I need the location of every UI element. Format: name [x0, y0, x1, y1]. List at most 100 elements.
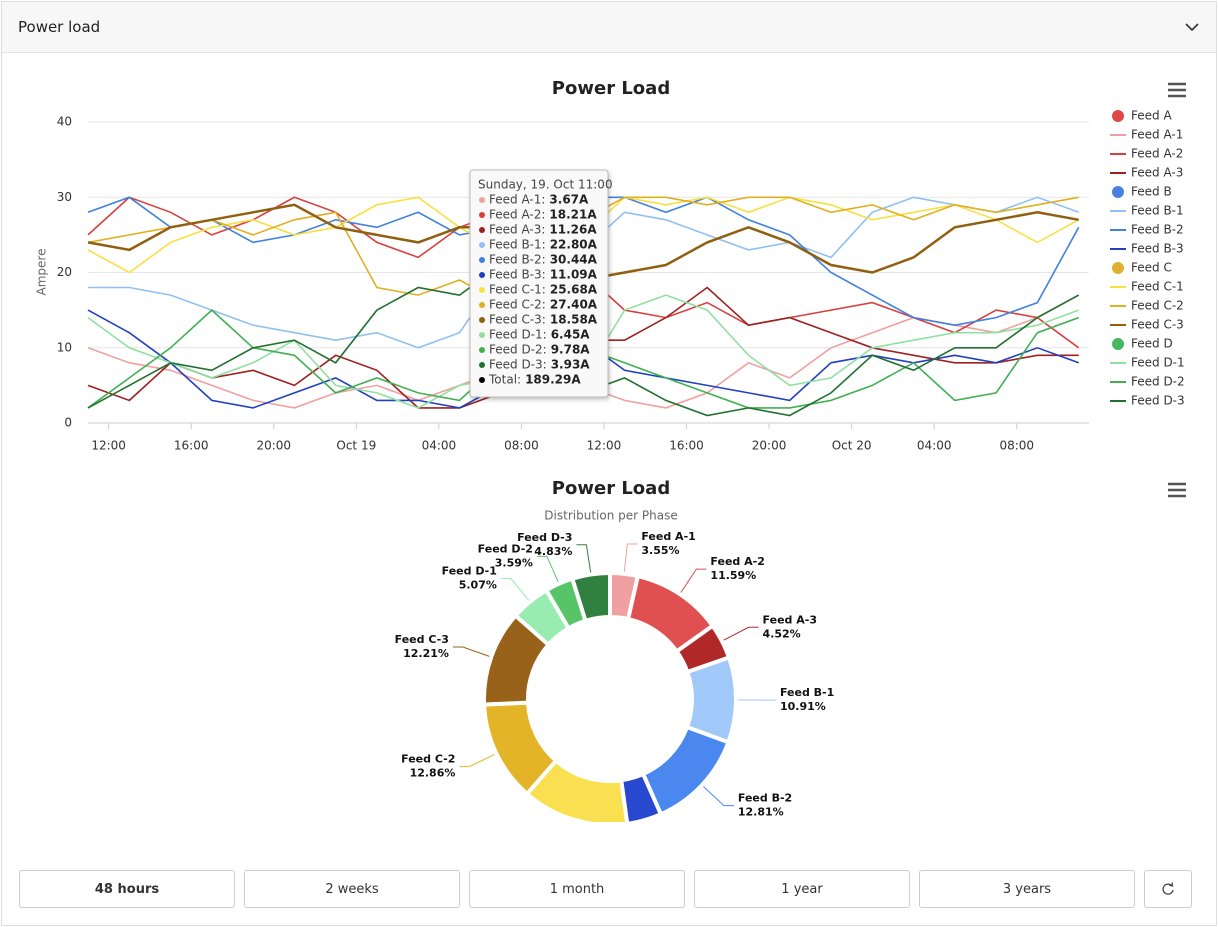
slice-value: 12.21% [403, 647, 449, 660]
tooltip-dot [479, 362, 485, 368]
chart-subtitle: Distribution per Phase [544, 509, 677, 523]
tooltip-dot [479, 377, 485, 383]
x-tick-label: 20:00 [752, 439, 787, 453]
connector [723, 626, 759, 641]
range-button[interactable]: 1 month [469, 870, 685, 908]
tooltip-dot [479, 212, 485, 218]
range-button[interactable]: 3 years [919, 870, 1135, 908]
panel-header[interactable]: Power load [2, 2, 1216, 53]
x-tick-label: Oct 19 [336, 439, 376, 453]
tooltip-dot [479, 227, 485, 233]
legend-label: Feed B-1 [1131, 204, 1184, 218]
charts: Power Load Ampere 0 10 20 30 40 12:00 16:00 20:00… [35, 78, 1186, 822]
tooltip-dot [479, 257, 485, 263]
refresh-button[interactable] [1144, 870, 1192, 908]
tooltip-value: 18.58A [550, 313, 598, 327]
legend-label: Feed A-2 [1131, 147, 1183, 161]
slice-value: 3.55% [641, 544, 679, 557]
legend-label: Feed D-2 [1131, 375, 1185, 389]
connector [452, 646, 490, 657]
tooltip-dot [479, 332, 485, 338]
connector [536, 555, 559, 583]
slice-label: Feed A-3 [763, 613, 817, 626]
slice-label: Feed A-1 [641, 530, 695, 543]
tooltip-name: Feed B-2: [489, 253, 546, 267]
tooltip-name: Feed D-3: [489, 358, 547, 372]
tooltip-value: 189.29A [525, 373, 581, 387]
chart-title: Power Load [552, 478, 670, 499]
range-button[interactable]: 2 weeks [244, 870, 460, 908]
refresh-icon [1162, 882, 1174, 895]
tooltip-dot [479, 347, 485, 353]
tooltip-name: Feed A-1: [489, 193, 545, 207]
legend-label: Feed B-2 [1131, 223, 1184, 237]
tooltip-value: 30.44A [550, 253, 598, 267]
x-tick-label: 16:00 [174, 439, 209, 453]
legend-label: Feed D-1 [1131, 356, 1185, 370]
connector [459, 753, 495, 768]
tooltip-name: Feed C-2: [489, 298, 546, 312]
slice-value: 12.81% [738, 806, 784, 819]
x-tick-label: Oct 20 [832, 439, 872, 453]
tooltip-name: Feed C-1: [489, 283, 546, 297]
tooltip-name: Feed C-3: [489, 313, 546, 327]
tooltip-value: 3.93A [551, 358, 591, 372]
tooltip-dot [479, 302, 485, 308]
legend-label: Feed C [1131, 261, 1172, 275]
y-axis-label: Ampere [35, 249, 49, 296]
legend-marker [1112, 110, 1124, 122]
slice-label: Feed C-2 [401, 753, 455, 766]
tooltip-value: 18.21A [549, 208, 597, 222]
tooltip-name: Feed D-1: [489, 328, 547, 342]
slice-label: Feed A-2 [710, 555, 764, 568]
legend-marker [1112, 338, 1124, 350]
x-tick-label: 12:00 [587, 439, 622, 453]
connector [623, 543, 638, 572]
y-tick-label: 10 [57, 340, 72, 354]
slice-value: 5.07% [459, 579, 497, 592]
slice-value: 4.52% [763, 627, 801, 640]
tooltip-dot [479, 242, 485, 248]
tooltip-name: Total: [488, 373, 521, 387]
slice-label: Feed B-1 [780, 686, 834, 699]
legend-label: Feed C-3 [1131, 318, 1184, 332]
range-button[interactable]: 1 year [694, 870, 910, 908]
x-tick-label: 20:00 [256, 439, 291, 453]
legend-label: Feed C-1 [1131, 280, 1184, 294]
slice-value: 10.91% [780, 700, 826, 713]
tooltip-value: 27.40A [550, 298, 598, 312]
y-tick-label: 20 [57, 265, 72, 279]
legend-marker [1112, 186, 1124, 198]
slice-label: Feed B-2 [738, 792, 792, 805]
legend-label: Feed B [1131, 185, 1172, 199]
tooltip-value: 6.45A [551, 328, 591, 342]
slice-value: 4.83% [534, 545, 572, 558]
chart-title: Power Load [552, 78, 670, 99]
x-tick-label: 04:00 [917, 439, 952, 453]
tooltip-dot [479, 317, 485, 323]
tooltip-value: 25.68A [550, 283, 598, 297]
tooltip-dot [479, 197, 485, 203]
tooltip-name: Feed A-2: [489, 208, 545, 222]
legend-label: Feed D-3 [1131, 394, 1185, 408]
tooltip-value: 9.78A [551, 343, 591, 357]
tooltip-name: Feed B-1: [489, 238, 546, 252]
legend-label: Feed C-2 [1131, 299, 1184, 313]
menu-icon[interactable] [1168, 82, 1186, 98]
menu-icon[interactable] [1168, 482, 1186, 498]
x-tick-label: 16:00 [669, 439, 704, 453]
slice-value: 12.86% [410, 767, 456, 780]
legend-label: Feed A-3 [1131, 166, 1183, 180]
donut-slice [570, 571, 612, 623]
slice-label: Feed D-2 [478, 542, 533, 555]
x-tick-label: 08:00 [999, 439, 1034, 453]
slice-value: 3.59% [495, 556, 533, 569]
range-button[interactable]: 48 hours [19, 870, 235, 908]
chevron-icon[interactable] [1184, 19, 1200, 35]
slice-label: Feed D-1 [442, 565, 497, 578]
legend-label: Feed A [1131, 109, 1172, 123]
connector [500, 578, 530, 601]
legend-label: Feed D [1131, 337, 1173, 351]
